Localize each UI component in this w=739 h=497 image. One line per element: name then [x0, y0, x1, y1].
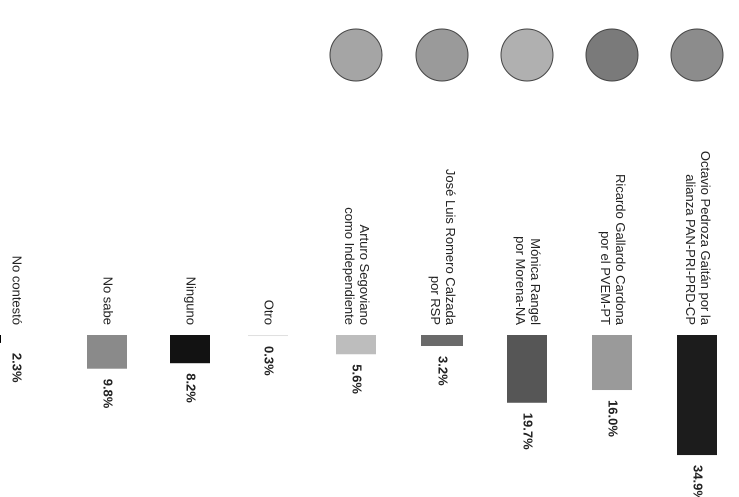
value-label: 2.3%	[10, 353, 25, 383]
bar	[248, 335, 288, 337]
category-label: Octavio Pedroza Gaitán por la	[698, 151, 713, 326]
photo	[500, 28, 554, 82]
photos	[329, 28, 724, 82]
bar	[507, 335, 547, 403]
value-label: 19.7%	[521, 413, 536, 450]
category-label: por RSP	[428, 276, 443, 325]
value-label: 8.2%	[184, 373, 199, 403]
bar	[677, 335, 717, 456]
photo	[329, 28, 383, 82]
value-label: 0.3%	[262, 346, 277, 376]
photo	[585, 28, 639, 82]
category-label: No contestó	[10, 256, 25, 325]
category-label: No sabe	[101, 277, 116, 325]
category-label: Otro	[262, 300, 277, 325]
category-label: Ricardo Gallardo Cardona	[613, 174, 628, 326]
bar	[87, 335, 127, 369]
category-label: Ninguno	[184, 277, 199, 325]
category-label: José Luis Romero Calzada	[443, 169, 458, 326]
category-label: alianza PAN-PRI-PRD-CP	[683, 174, 698, 325]
value-label: 9.8%	[101, 379, 116, 409]
value-label: 3.2%	[436, 356, 451, 386]
bar	[336, 335, 376, 355]
category-label: por Morena-NA	[513, 236, 528, 325]
photo	[670, 28, 724, 82]
value-label: 34.9%	[691, 465, 706, 497]
bar	[421, 335, 463, 347]
category-label: Mónica Rangel	[528, 238, 543, 325]
photo	[415, 28, 469, 82]
category-label: como Independiente	[342, 207, 357, 325]
category-label: por el PVEM-PT	[598, 231, 613, 325]
bar	[170, 335, 210, 364]
value-label: 16.0%	[606, 400, 621, 437]
bar	[0, 335, 1, 343]
category-label: Arturo Segoviano	[357, 225, 372, 325]
bar	[592, 335, 632, 391]
value-label: 5.6%	[350, 364, 365, 394]
